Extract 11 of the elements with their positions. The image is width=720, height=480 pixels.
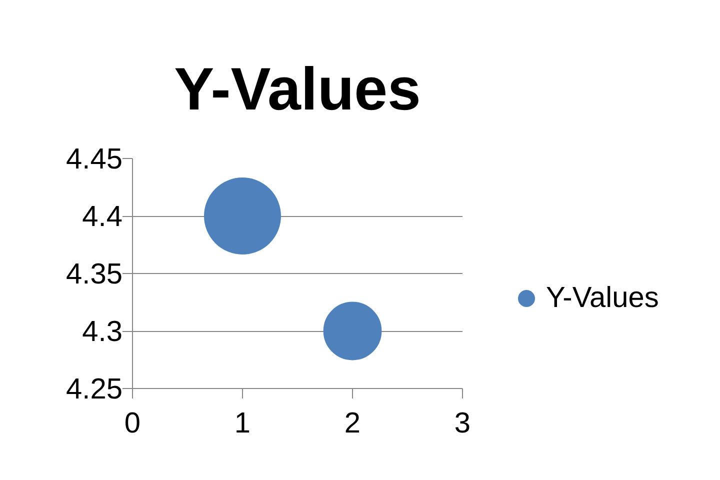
x-tick-label: 2	[344, 408, 361, 440]
x-tick-label: 1	[234, 408, 251, 440]
y-tick-label: 4.35	[66, 258, 123, 290]
y-tick-label: 4.4	[82, 201, 123, 233]
chart-title: Y-Values	[174, 56, 421, 122]
x-tick-label: 3	[454, 408, 471, 440]
y-tick-label: 4.3	[82, 316, 123, 348]
x-tick-label: 0	[124, 408, 141, 440]
legend-label: Y-Values	[546, 282, 659, 314]
y-tick-label: 4.25	[66, 374, 123, 406]
y-tick-label: 4.45	[66, 144, 123, 176]
